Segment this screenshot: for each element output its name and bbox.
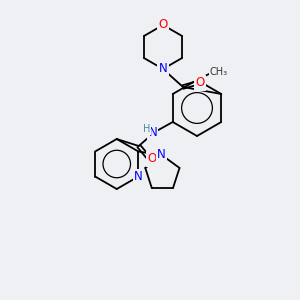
Text: N: N xyxy=(134,170,143,183)
Text: N: N xyxy=(159,62,167,76)
Text: O: O xyxy=(195,76,205,89)
Text: N: N xyxy=(148,125,157,139)
Text: O: O xyxy=(147,152,156,166)
Text: H: H xyxy=(143,124,150,134)
Text: O: O xyxy=(158,19,168,32)
Text: N: N xyxy=(157,148,166,161)
Text: CH₃: CH₃ xyxy=(210,67,228,77)
